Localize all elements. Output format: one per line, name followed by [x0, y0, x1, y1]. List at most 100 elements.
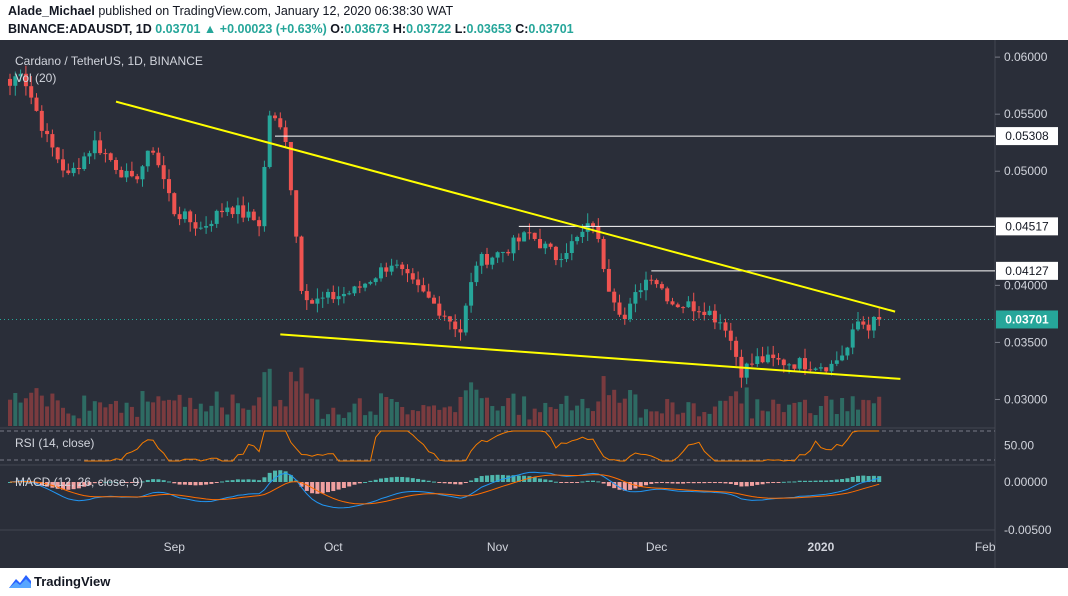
candle-body: [76, 167, 81, 170]
macd-histogram-bar: [622, 482, 627, 491]
macd-histogram-bar: [61, 482, 65, 490]
candle-body: [151, 150, 156, 153]
volume-bar: [500, 406, 505, 426]
volume-bar: [410, 410, 415, 426]
candle-body: [92, 140, 97, 154]
macd-histogram-bar: [299, 482, 304, 487]
candle-body: [500, 251, 505, 253]
time-tick-label: Oct: [324, 540, 343, 554]
macd-histogram-bar: [495, 474, 500, 482]
macd-histogram-bar: [580, 481, 585, 483]
macd-histogram-bar: [315, 482, 320, 494]
macd-histogram-bar: [352, 482, 357, 485]
volume-bar: [347, 412, 352, 426]
time-axis: Sep Oct Nov Dec 2020 Feb: [164, 540, 996, 554]
time-tick-label: Nov: [487, 540, 508, 554]
candle-body: [781, 359, 786, 366]
candle-body: [368, 282, 373, 284]
volume-bar: [803, 399, 807, 426]
macd-histogram-bar: [405, 477, 410, 482]
candle-body: [145, 150, 150, 167]
volume-bar: [527, 419, 532, 426]
volume-bar: [776, 403, 781, 426]
macd-histogram-bar: [98, 482, 103, 483]
volume-bar: [294, 381, 299, 426]
volume-bar: [739, 403, 744, 426]
candle-body: [463, 305, 468, 333]
candle-body: [336, 296, 341, 300]
volume-bar: [442, 407, 447, 426]
candle-body: [50, 134, 55, 148]
macd-histogram-bar: [331, 482, 336, 492]
macd-histogram-bar: [34, 482, 39, 484]
volume-bar: [273, 406, 277, 426]
macd-histogram-bar: [469, 480, 474, 482]
macd-histogram-bar: [824, 480, 829, 482]
chart-area[interactable]: 0.05308 0.04517 0.04127 0.06000 0.05500 0.05…: [0, 40, 1068, 568]
publisher-name[interactable]: Alade_Michael: [8, 4, 95, 18]
volume-bar: [326, 414, 330, 426]
candle-body: [474, 265, 479, 283]
candle-body: [543, 243, 548, 249]
volume-bar: [861, 399, 866, 426]
volume-bar: [108, 404, 113, 426]
macd-histogram-bar: [50, 482, 55, 488]
macd-histogram-bar: [426, 480, 431, 482]
volume-bar: [352, 403, 357, 426]
volume-bar: [151, 402, 156, 426]
candle-body: [257, 220, 262, 227]
volume-bar: [299, 367, 304, 426]
macd-histogram-bar: [288, 475, 293, 482]
rsi-path: [84, 430, 880, 462]
volume-bar: [437, 409, 442, 426]
macd-histogram-bar: [728, 482, 733, 484]
candle-body: [320, 297, 325, 299]
brand-name[interactable]: TradingView: [34, 574, 111, 589]
macd-histogram-bar: [384, 477, 389, 482]
candle-body: [553, 246, 558, 261]
tradingview-logo-icon[interactable]: [8, 572, 32, 590]
chart-svg[interactable]: 0.05308 0.04517 0.04127 0.06000 0.05500 0.05…: [0, 40, 1068, 568]
volume-bar: [432, 405, 436, 426]
volume-bar: [760, 410, 765, 426]
candle-body: [861, 321, 866, 325]
time-tick-label: Sep: [164, 540, 186, 554]
candle-body: [808, 369, 813, 371]
volume-bar: [866, 400, 871, 426]
macd-histogram-bar: [532, 477, 537, 482]
candle-body: [437, 303, 442, 316]
candle-body: [251, 211, 256, 221]
candle-body: [182, 211, 187, 220]
macd-histogram-bar: [326, 482, 330, 493]
macd-histogram-bar: [474, 478, 479, 482]
candle-body: [426, 291, 431, 298]
macd-histogram-bar: [235, 479, 240, 482]
volume-bar: [856, 409, 860, 426]
candle-body: [877, 316, 882, 320]
candle-body: [103, 153, 108, 155]
macd-histogram-bar: [225, 480, 230, 482]
volume-bar: [787, 404, 792, 426]
volume-bar: [712, 406, 717, 426]
macd-histogram-bar: [760, 482, 765, 485]
candle-body: [824, 367, 829, 372]
macd-histogram-bar: [394, 476, 399, 482]
volume-bars: [8, 367, 882, 426]
candle-body: [559, 259, 564, 261]
candle-body: [447, 316, 452, 322]
candle-body: [871, 316, 876, 331]
macd-histogram-bar: [220, 481, 224, 483]
candle-body: [654, 280, 659, 285]
macd-histogram-bar: [718, 482, 723, 484]
volume-bar: [601, 376, 606, 426]
candle-body: [135, 176, 140, 180]
macd-histogram-bar: [373, 479, 378, 482]
volume-bar: [575, 405, 580, 426]
volume-bar: [103, 407, 108, 426]
macd-histogram-bar: [829, 480, 834, 482]
candle-body: [299, 236, 304, 291]
candle-body: [564, 252, 569, 260]
volume-bar: [278, 399, 283, 426]
volume-bar: [580, 398, 585, 426]
candle-body: [87, 153, 92, 157]
